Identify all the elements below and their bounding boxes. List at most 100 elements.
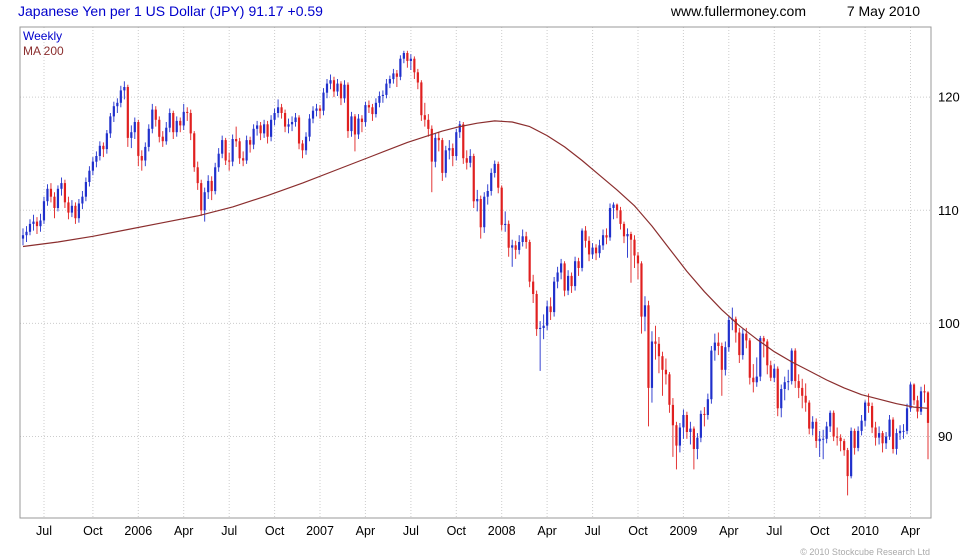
candle-body [692,428,695,449]
candle-body [39,220,42,227]
candle-body [336,83,339,92]
candle-body [877,433,881,438]
candle-body [748,340,751,378]
candle-body [870,406,874,428]
price-value: 91.17 [248,3,284,19]
candle-body [259,125,262,134]
candle-body [189,113,192,134]
candle-body [926,392,930,423]
candle-body [283,113,287,127]
candle-body [249,140,252,145]
candle-body [430,128,433,162]
candle-body [322,92,325,111]
candle-body [154,109,157,120]
candle-body [598,245,601,254]
candle-body [367,105,371,108]
candle-body [172,113,175,133]
candle-body [580,230,584,268]
candle-body [175,120,178,133]
candle-body [916,400,919,412]
copyright-text: © 2010 Stockcube Research Ltd [800,547,930,557]
candle-body [909,384,912,409]
candle-body [713,342,716,351]
candle-body [77,203,81,219]
candle-body [794,350,797,382]
candle-body [717,342,720,346]
candle-body [416,72,419,83]
candle-body [853,430,856,448]
candle-body [144,146,147,161]
candle-body [221,140,224,154]
candle-body [643,305,647,317]
candle-body [21,235,25,239]
candle-body [147,128,150,147]
x-axis-label: Jul [403,524,419,538]
y-axis-label: 110 [938,203,959,218]
candle-body [25,231,28,236]
candle-body [242,158,245,161]
candle-body [28,223,32,232]
candle-body [804,395,807,403]
candle-body [112,106,115,117]
candle-body [406,53,409,61]
candle-body [364,105,367,123]
candle-body [133,122,136,133]
candle-body [923,391,926,393]
candle-body [919,391,923,412]
candle-body [371,107,374,115]
candle-body [88,170,91,182]
instrument-name: Japanese Yen per 1 US Dollar (JPY) [18,3,245,19]
candle-body [549,306,552,313]
candle-body [374,102,378,115]
candle-body [514,245,517,250]
date-label: 7 May 2010 [846,3,920,19]
candle-body [130,132,133,138]
candle-body [560,263,563,273]
candle-body [650,341,654,388]
candle-body [304,136,308,151]
candle-body [629,234,633,240]
candle-body [486,191,489,197]
candle-body [434,137,437,162]
candle-body [769,365,772,378]
candle-body [671,404,675,426]
candle-body [353,116,357,135]
candle-body [780,389,783,409]
candle-body [441,140,444,173]
candle-body [448,148,451,151]
candle-body [378,96,381,103]
candle-body [179,120,182,126]
candle-body [119,90,122,103]
candle-body [664,369,668,375]
candle-body [668,374,671,405]
y-axis-label: 100 [938,316,960,331]
candle-body [864,402,867,421]
candle-body [874,427,877,438]
website-link[interactable]: www.fullermoney.com [670,3,806,19]
candle-body [385,83,388,95]
candle-body [741,333,744,356]
candle-body [420,82,423,116]
candle-body [311,110,315,119]
candle-body [343,84,346,99]
candle-body [787,381,790,383]
candle-body [49,188,53,197]
candle-body [60,183,63,189]
candle-body [116,102,119,107]
candle-body [140,156,143,161]
candle-body [357,118,360,135]
candle-body [696,437,699,449]
candle-body [228,160,231,162]
candle-body [657,343,661,357]
candle-body [490,172,493,191]
candle-body [472,156,475,202]
candle-body [811,421,814,429]
candle-body [346,84,350,132]
candle-body [647,305,650,388]
candle-body [151,109,154,129]
candle-body [815,421,818,441]
candle-body [91,161,94,171]
candle-body [109,116,112,134]
candle-body [766,341,769,366]
candle-body [500,187,503,225]
